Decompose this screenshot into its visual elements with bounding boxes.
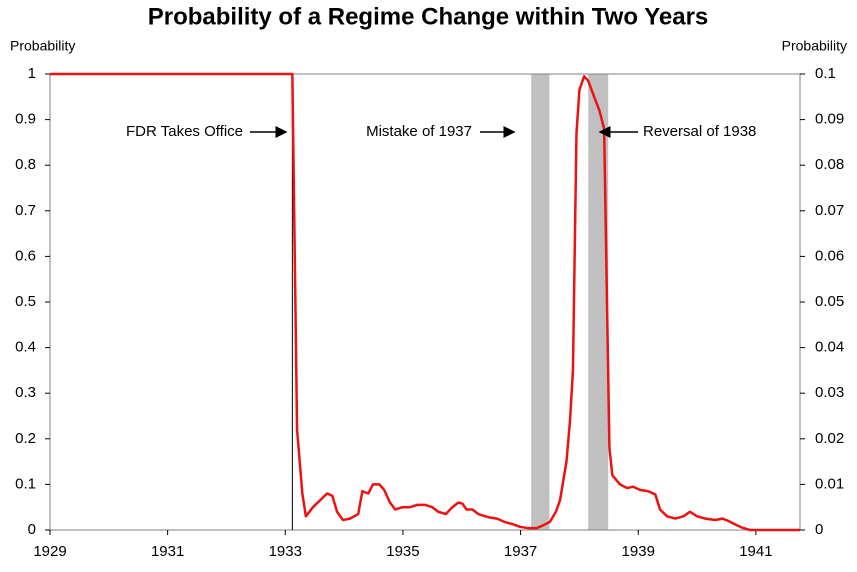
y-tick-label: 0.2 — [15, 430, 36, 447]
y-tick-label: 0.9 — [15, 111, 36, 128]
y-tick-label: 0.6 — [15, 247, 36, 264]
y2-tick-label: 0.06 — [815, 247, 844, 264]
x-tick-label: 1937 — [504, 543, 537, 560]
y-tick-label: 0.4 — [15, 339, 36, 356]
shaded-period — [588, 74, 609, 530]
x-tick-label: 1929 — [33, 543, 66, 560]
y2-axis-label: Probability — [782, 38, 847, 54]
data-line — [50, 72, 800, 532]
y2-tick-label: 0.1 — [815, 65, 836, 82]
shaded-period — [531, 74, 550, 530]
y-tick-label: 0.8 — [15, 156, 36, 173]
y2-tick-label: 0 — [815, 521, 823, 538]
y-tick-label: 0.1 — [15, 475, 36, 492]
annotation: Mistake of 1937 — [366, 123, 472, 140]
y-tick-label: 0.5 — [15, 293, 36, 310]
y-tick-label: 0 — [28, 521, 36, 538]
annotation: FDR Takes Office — [126, 123, 243, 140]
y2-tick-label: 0.07 — [815, 202, 844, 219]
y2-tick-label: 0.08 — [815, 156, 844, 173]
y2-tick-label: 0.03 — [815, 384, 844, 401]
y-tick-label: 0.7 — [15, 202, 36, 219]
annotation: Reversal of 1938 — [643, 123, 756, 140]
x-tick-label: 1939 — [622, 543, 655, 560]
y-axis-label: Probability — [10, 38, 75, 54]
x-tick-label: 1941 — [739, 543, 772, 560]
x-tick-label: 1931 — [151, 543, 184, 560]
y-tick-label: 0.3 — [15, 384, 36, 401]
x-tick-label: 1933 — [269, 543, 302, 560]
chart-title: Probability of a Regime Change within Tw… — [148, 3, 709, 30]
y2-tick-label: 0.01 — [815, 475, 844, 492]
y2-tick-label: 0.05 — [815, 293, 844, 310]
y2-tick-label: 0.09 — [815, 111, 844, 128]
plot-frame — [49, 73, 801, 531]
y2-tick-label: 0.04 — [815, 339, 844, 356]
y2-tick-label: 0.02 — [815, 430, 844, 447]
x-tick-label: 1935 — [386, 543, 419, 560]
y-tick-label: 1 — [28, 65, 36, 82]
